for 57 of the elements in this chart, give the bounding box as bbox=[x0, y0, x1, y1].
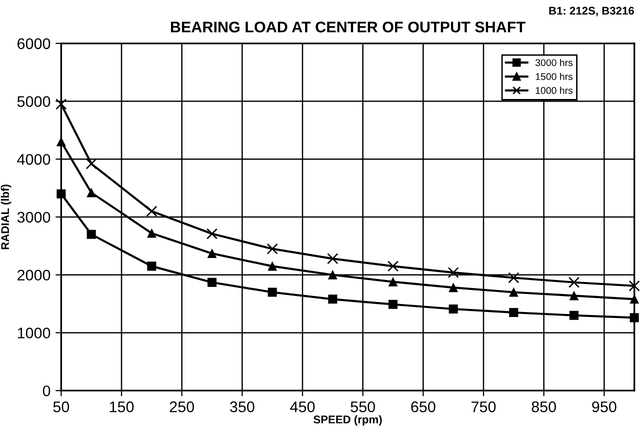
point bbox=[207, 278, 217, 287]
y-axis-title: RADIAL (lbf) bbox=[0, 184, 12, 250]
chart-title: BEARING LOAD AT CENTER OF OUTPUT SHAFT bbox=[170, 22, 526, 32]
y-tick-label: 4000 bbox=[17, 154, 50, 165]
point bbox=[268, 262, 277, 271]
point bbox=[448, 283, 458, 292]
y-tick-label: 1000 bbox=[18, 328, 50, 338]
x-tick-label: 450 bbox=[290, 401, 315, 412]
x-tick-label: 550 bbox=[350, 401, 375, 412]
x-tick-label: 150 bbox=[110, 401, 134, 412]
point bbox=[569, 310, 579, 320]
x-tick-label: 50 bbox=[53, 401, 70, 412]
point bbox=[147, 262, 156, 271]
point bbox=[628, 280, 640, 292]
point bbox=[86, 188, 96, 198]
point bbox=[569, 291, 579, 300]
legend-label: 1000 hrs bbox=[536, 86, 573, 94]
x-tick-label: 850 bbox=[532, 401, 556, 412]
x-tick-label: 350 bbox=[230, 401, 254, 412]
x-tick-label: 650 bbox=[411, 401, 436, 412]
y-tick-label: 2000 bbox=[18, 270, 50, 281]
y-tick-label: 3000 bbox=[17, 212, 50, 223]
y-tick-label: 5000 bbox=[17, 96, 50, 107]
point bbox=[509, 308, 518, 317]
x-axis-title: SPEED (rpm) bbox=[314, 415, 382, 426]
point bbox=[56, 98, 67, 110]
point bbox=[509, 288, 518, 297]
legend-label: 3000 hrs bbox=[535, 58, 573, 66]
x-tick-label: 750 bbox=[472, 401, 496, 412]
point bbox=[206, 228, 218, 240]
point bbox=[630, 294, 639, 304]
point bbox=[388, 277, 398, 286]
point bbox=[207, 248, 217, 258]
point bbox=[508, 272, 520, 284]
point bbox=[568, 276, 580, 288]
point bbox=[630, 313, 639, 322]
point bbox=[387, 260, 399, 272]
legend-label: 1500 hrs bbox=[536, 72, 573, 80]
point bbox=[388, 300, 398, 309]
point bbox=[448, 266, 459, 278]
point bbox=[56, 137, 66, 146]
y-tick-label: 6000 bbox=[18, 38, 50, 50]
point bbox=[328, 270, 338, 280]
x-tick-label: 250 bbox=[170, 401, 194, 412]
point bbox=[86, 230, 96, 239]
point bbox=[56, 189, 66, 198]
point bbox=[146, 206, 158, 217]
point bbox=[86, 158, 97, 170]
point bbox=[328, 294, 338, 304]
point bbox=[147, 228, 156, 238]
x-tick-label: 950 bbox=[592, 401, 616, 412]
point bbox=[448, 304, 458, 314]
point bbox=[266, 243, 278, 254]
point bbox=[268, 288, 277, 297]
y-tick-label: 0 bbox=[42, 385, 50, 396]
chart-subtitle: B1: 212S, B3216 bbox=[549, 6, 634, 16]
point bbox=[327, 253, 338, 264]
